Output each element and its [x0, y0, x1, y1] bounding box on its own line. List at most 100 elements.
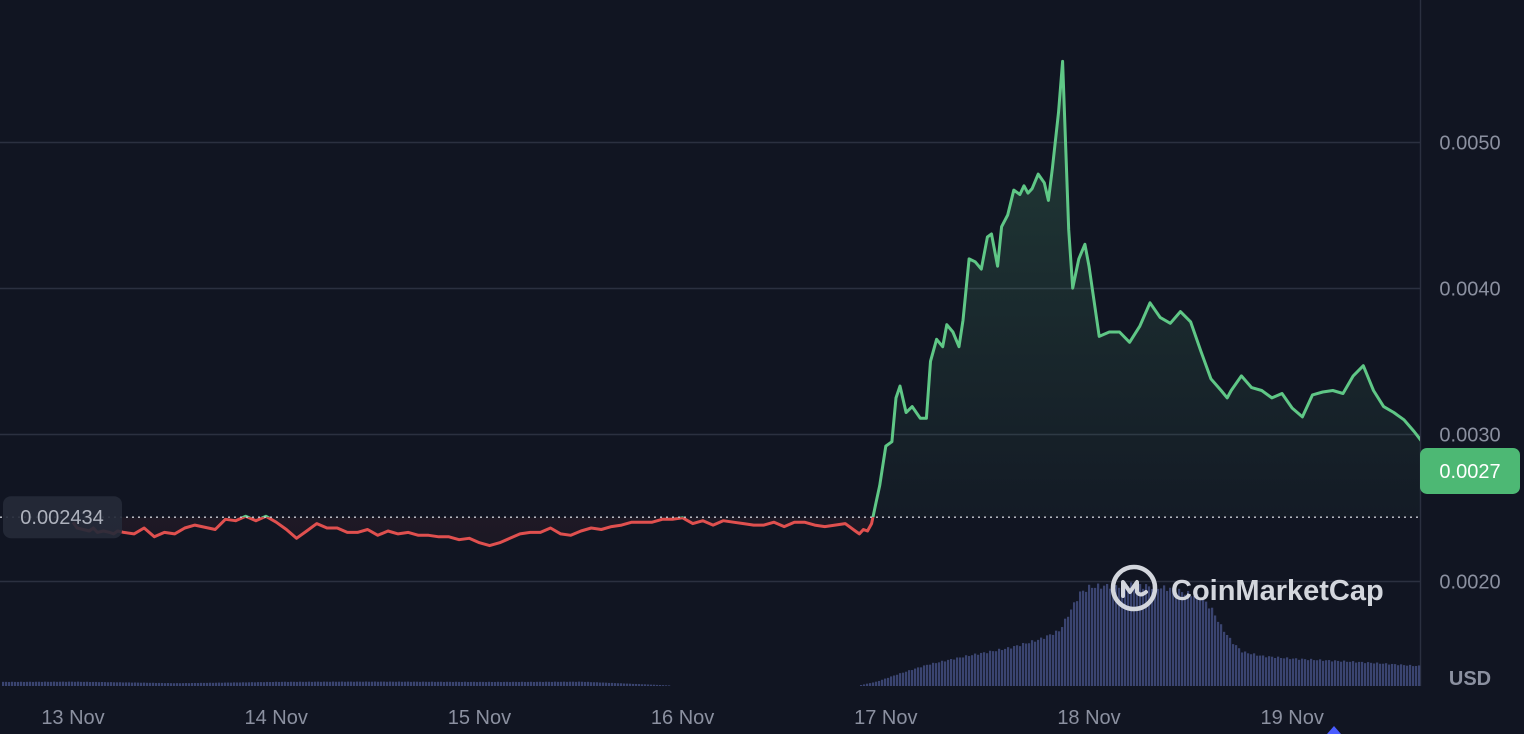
volume-bar: [290, 681, 293, 686]
volume-bar: [641, 684, 644, 686]
volume-bar: [944, 661, 947, 686]
volume-bar: [887, 677, 890, 686]
volume-bar: [41, 681, 44, 686]
y-axis-ticks: 0.0020 0.0030 0.0040 0.0050: [1439, 133, 1500, 594]
volume-bar: [1331, 661, 1334, 686]
volume-bar: [1112, 583, 1115, 686]
volume-bar: [950, 658, 953, 686]
volume-bar: [1082, 590, 1085, 686]
volume-bar: [611, 682, 614, 686]
x-tick-label: 14 Nov: [245, 707, 308, 729]
volume-bar: [1214, 615, 1217, 686]
volume-bar: [1274, 657, 1277, 686]
volume-bar: [917, 667, 920, 686]
gridlines: [0, 141, 1420, 583]
volume-bar: [965, 655, 968, 686]
volume-bar: [5, 681, 8, 686]
volume-bar: [1376, 662, 1379, 686]
volume-bar: [1028, 643, 1031, 686]
volume-bar: [968, 656, 971, 686]
volume-bar: [344, 681, 347, 686]
volume-bar: [989, 650, 992, 686]
volume-bar: [929, 664, 932, 686]
volume-bar: [389, 681, 392, 686]
volume-bar: [1196, 594, 1199, 686]
volume-bar: [536, 681, 539, 686]
volume-bar: [1409, 664, 1412, 686]
volume-bar: [410, 681, 413, 686]
volume-bar: [1172, 587, 1175, 686]
volume-bar: [170, 683, 173, 686]
volume-bar: [419, 681, 422, 686]
volume-bar: [440, 681, 443, 686]
volume-bar: [1145, 584, 1148, 686]
volume-bar: [893, 675, 896, 686]
volume-bar: [1169, 587, 1172, 686]
volume-bar: [575, 681, 578, 686]
volume-bar: [431, 681, 434, 686]
volume-bar: [1355, 662, 1358, 686]
volume-bar: [560, 681, 563, 686]
volume-bar: [995, 651, 998, 686]
volume-bar: [8, 682, 11, 686]
volume-bar: [215, 682, 218, 686]
baseline-price-label: 0.002434: [20, 507, 103, 529]
volume-bar: [617, 683, 620, 686]
volume-bar: [602, 682, 605, 686]
current-price-badge: 0.0027: [1420, 447, 1520, 494]
volume-bar: [1403, 665, 1406, 686]
volume-bar: [1136, 584, 1139, 686]
volume-bar: [1058, 631, 1061, 686]
volume-bar: [473, 681, 476, 686]
volume-bar: [659, 685, 662, 686]
volume-bar: [521, 681, 524, 686]
volume-bar: [191, 682, 194, 686]
volume-bar: [956, 657, 959, 686]
volume-bar: [896, 674, 899, 686]
volume-bar: [653, 684, 656, 686]
volume-bar: [131, 682, 134, 686]
volume-bar: [134, 682, 137, 686]
volume-bar: [605, 682, 608, 686]
volume-bar: [1100, 588, 1103, 686]
volume-bar: [644, 684, 647, 686]
volume-bar: [1313, 660, 1316, 686]
volume-bar: [497, 681, 500, 686]
volume-bar: [1250, 654, 1253, 686]
volume-bar: [176, 683, 179, 686]
time-scroll-marker-icon[interactable]: [1327, 726, 1341, 734]
volume-bar: [1052, 634, 1055, 686]
volume-bar: [1367, 662, 1370, 686]
volume-bar: [1049, 634, 1052, 686]
volume-bar: [1415, 665, 1418, 686]
volume-bar: [599, 682, 602, 686]
volume-bar: [1262, 655, 1265, 686]
volume-bar: [1229, 637, 1232, 686]
volume-bar: [236, 682, 239, 686]
price-line-below-baseline: [71, 517, 875, 548]
y-tick-label: 0.0020: [1439, 572, 1500, 594]
volume-bar: [980, 652, 983, 686]
currency-label: USD: [1449, 668, 1491, 690]
volume-bar: [380, 681, 383, 686]
volume-bar: [1016, 645, 1019, 686]
volume-bar: [1199, 599, 1202, 686]
volume-bar: [299, 681, 302, 686]
volume-bar: [638, 684, 641, 686]
volume-bar: [143, 682, 146, 686]
volume-bar: [98, 682, 101, 686]
volume-bar: [404, 681, 407, 686]
volume-bar: [1076, 601, 1079, 686]
volume-bar: [314, 681, 317, 686]
volume-bar: [119, 682, 122, 686]
volume-bar: [1241, 652, 1244, 686]
volume-bar: [959, 657, 962, 686]
volume-bar: [1154, 584, 1157, 686]
volume-bar: [485, 682, 488, 686]
volume-bar: [155, 682, 158, 686]
volume-bar: [167, 683, 170, 686]
volume-bar: [1253, 653, 1256, 686]
volume-bar: [425, 681, 428, 686]
volume-bar: [488, 681, 491, 686]
